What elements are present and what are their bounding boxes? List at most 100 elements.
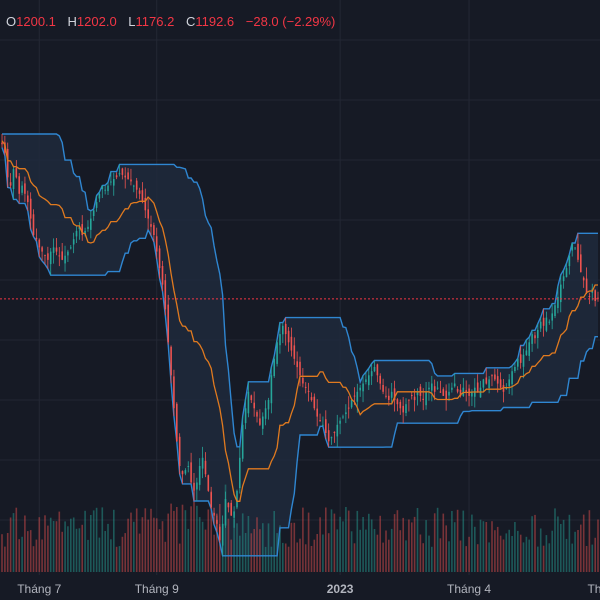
volume-bar [307,512,310,572]
volume-bar [241,513,244,572]
volume-bar [150,508,152,572]
volume-bar [270,546,273,572]
candle [198,458,201,491]
candle [224,491,227,528]
candle [64,245,66,272]
volume-bar [368,513,370,572]
candle [104,185,106,195]
volume-bar [282,542,284,572]
candle [385,386,387,399]
volume-bar [514,522,516,572]
volume-bar [519,534,522,572]
candle [279,322,281,354]
ohlc-legend: O1200.1 H1202.0 L1176.2 C1192.6 −28.0 (−… [6,14,335,29]
candle [187,461,190,473]
volume-bar [90,515,92,572]
candle [101,185,104,199]
candle [307,382,310,402]
volume-bar [422,543,424,572]
volume-bar [565,538,568,572]
volume-bar [9,517,12,572]
volume-bar [124,533,126,572]
volume-bar [64,521,66,572]
candle [293,337,296,365]
candle [95,195,98,212]
candle [436,381,439,390]
candle [253,391,255,417]
volume-bar [113,509,115,572]
candle [167,294,169,345]
candle [302,368,304,388]
candle [451,382,453,393]
candle [147,199,149,230]
volume-bar [193,490,195,572]
volume-bar [29,530,32,572]
candle [87,220,89,232]
candle [259,409,261,427]
high-value: 1202.0 [76,14,117,29]
volume-bar [38,517,41,572]
volume-bar [462,510,465,572]
candle [153,222,155,243]
volume-bar [144,508,147,572]
volume-bar [353,543,356,572]
volume-bar [488,542,490,572]
candle [502,379,505,403]
volume-bar [44,515,46,572]
volume-bar [577,530,579,572]
volume-bar [158,529,161,572]
candle [38,238,41,257]
volume-bar [104,531,106,572]
candle [327,423,330,448]
volume-bar [101,507,104,572]
volume-bar [560,524,562,572]
volume-bar [264,546,267,572]
volume-bar [259,529,261,572]
grid-lines [0,0,600,575]
candle [345,404,347,424]
volume-bar [319,517,321,572]
candle [376,363,379,383]
volume-bar [262,523,264,572]
candle [365,372,367,385]
candle [322,416,324,427]
candle [597,291,599,302]
candle [433,379,436,401]
volume-bar [302,507,304,572]
volume-bar [557,516,559,572]
volume-bar [534,514,536,572]
candle [130,168,132,186]
candle [133,184,135,193]
candle [325,410,327,440]
candle [35,228,38,242]
candle [284,317,287,346]
volume-bar [18,539,20,572]
volume-bar [511,536,513,572]
candle [476,374,479,393]
volume-bar [428,535,430,572]
candle [453,373,456,388]
volume-bar [98,537,101,572]
volume-bar [70,518,72,572]
volume-bar [582,514,585,572]
volume-bar [210,491,212,572]
volume-bar [55,521,58,572]
volume-bar [359,529,361,572]
candle [537,323,539,349]
candle [273,356,275,378]
candle [164,273,167,316]
candle [227,502,230,513]
volume-bar [216,515,218,572]
candle [270,367,273,414]
volume-bar [339,516,341,572]
x-tick-label: Tháng 4 [447,582,491,596]
candle [158,245,161,279]
candle [362,375,364,403]
volume-bar [425,520,427,572]
candle [250,394,253,404]
volume-bar [236,523,238,572]
volume-bar [413,516,416,572]
volume-bar [528,539,530,572]
volume-bar [75,528,78,572]
